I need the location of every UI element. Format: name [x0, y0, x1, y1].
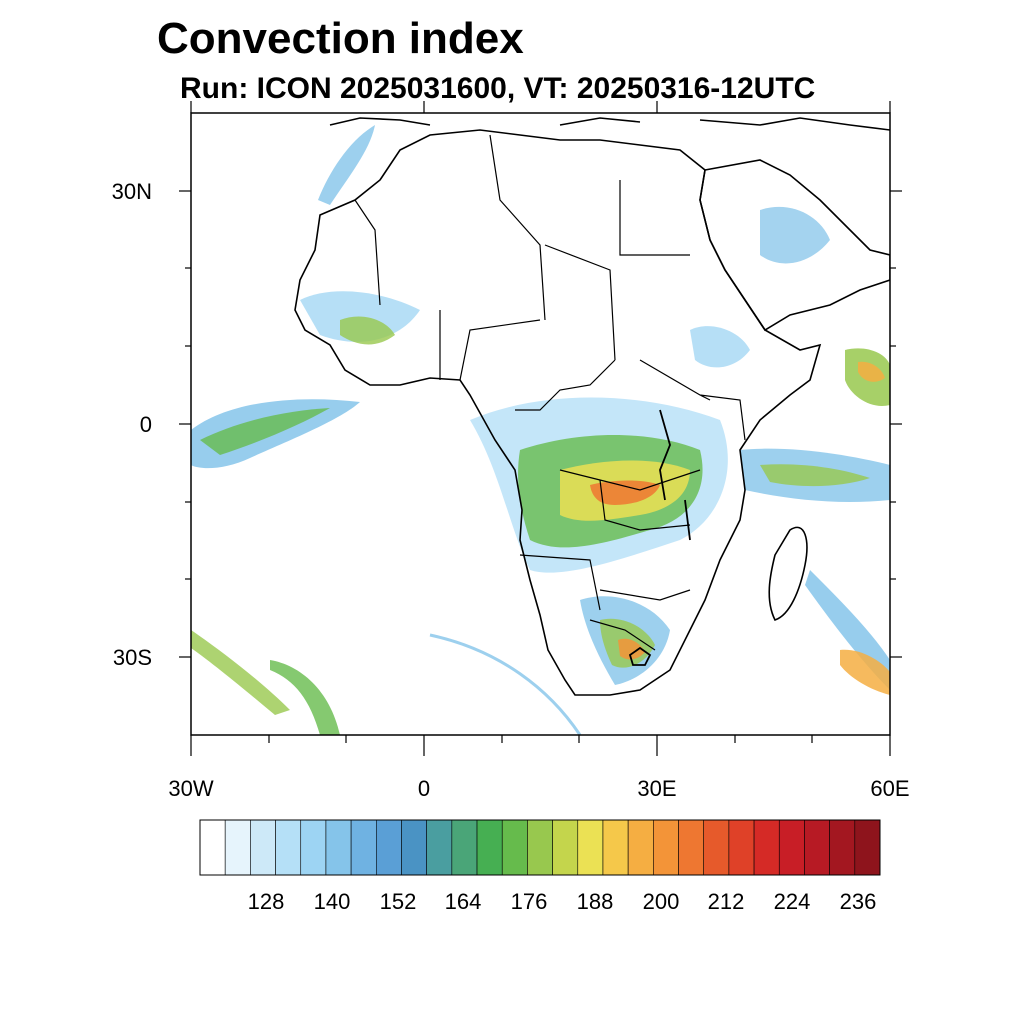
colorbar-swatch — [653, 819, 679, 876]
colorbar-swatch — [325, 819, 352, 876]
colorbar-label: 200 — [642, 889, 680, 914]
colorbar-swatch — [577, 819, 604, 876]
colorbar-swatch — [778, 819, 805, 876]
colorbar-label: 140 — [313, 889, 351, 914]
colorbar-swatch — [728, 819, 755, 876]
colorbar-swatch — [678, 819, 705, 876]
field-atlantic-core — [200, 408, 330, 455]
colorbar-swatch — [804, 819, 830, 876]
coastlines — [294, 117, 890, 696]
field-west-africa-core — [340, 316, 395, 345]
arabia-outline — [699, 159, 890, 332]
colorbar-swatch — [401, 819, 427, 876]
colorbar-swatch — [275, 819, 302, 876]
colorbar-label: 212 — [707, 889, 745, 914]
field-sw-swirl — [191, 630, 290, 715]
madagascar-outline — [768, 526, 808, 621]
map-subtitle: Run: ICON 2025031600, VT: 20250316-12UTC — [180, 72, 816, 105]
colorbar-swatch — [501, 819, 528, 876]
colorbar-frame — [199, 819, 881, 876]
y-label-30n: 30N — [111, 179, 152, 204]
field-arc — [429, 633, 582, 735]
x-label-30e: 30E — [637, 776, 677, 801]
y-label-30s: 30S — [112, 645, 152, 670]
x-label-60e: 60E — [870, 776, 910, 801]
field-central-peak — [590, 480, 660, 505]
map-title: Convection index — [157, 14, 524, 63]
field-north-streak — [318, 125, 375, 205]
colorbar-swatch — [224, 819, 251, 876]
colorbar-swatch — [476, 819, 503, 876]
africa-outline — [294, 129, 822, 696]
europe-coast — [329, 117, 890, 131]
colorbar-swatch — [250, 819, 276, 876]
colorbar-swatch — [627, 819, 654, 876]
colorbar-label: 188 — [576, 889, 614, 914]
colorbar-swatch — [199, 819, 226, 876]
great-lakes — [659, 409, 691, 541]
field-ne-peak — [858, 361, 885, 382]
field-south-peak — [618, 638, 645, 660]
colorbar — [199, 819, 881, 876]
colorbar-swatch — [829, 819, 856, 876]
colorbar-label: 164 — [444, 889, 482, 914]
colorbar-swatch — [375, 819, 402, 876]
x-label-0: 0 — [417, 776, 431, 801]
colorbar-label: 128 — [247, 889, 285, 914]
colorbar-swatch — [527, 819, 553, 876]
colorbar-label: 224 — [773, 889, 811, 914]
lesotho-outline — [628, 646, 652, 666]
colorbar-label: 152 — [379, 889, 417, 914]
internal-borders — [354, 134, 746, 651]
axis-ticks — [179, 101, 902, 756]
field-indian-core — [760, 464, 870, 487]
colorbar-swatch — [854, 819, 881, 876]
field-east-africa — [690, 326, 750, 368]
field-sw-tail — [270, 660, 340, 735]
colorbar-swatch — [753, 819, 780, 876]
colorbar-swatch — [350, 819, 377, 876]
colorbar-label: 176 — [510, 889, 548, 914]
colorbar-swatch — [552, 819, 579, 876]
field-se-cell — [840, 649, 890, 695]
colorbar-swatch — [300, 819, 327, 876]
colorbar-swatch — [602, 819, 629, 876]
x-label-30w: 30W — [168, 776, 214, 801]
colorbar-swatch — [703, 819, 730, 876]
convection-field — [191, 125, 890, 735]
y-label-0: 0 — [139, 412, 152, 437]
colorbar-swatch — [451, 819, 478, 876]
colorbar-label: 236 — [839, 889, 877, 914]
colorbar-swatch — [426, 819, 453, 876]
field-arabia — [760, 206, 830, 264]
